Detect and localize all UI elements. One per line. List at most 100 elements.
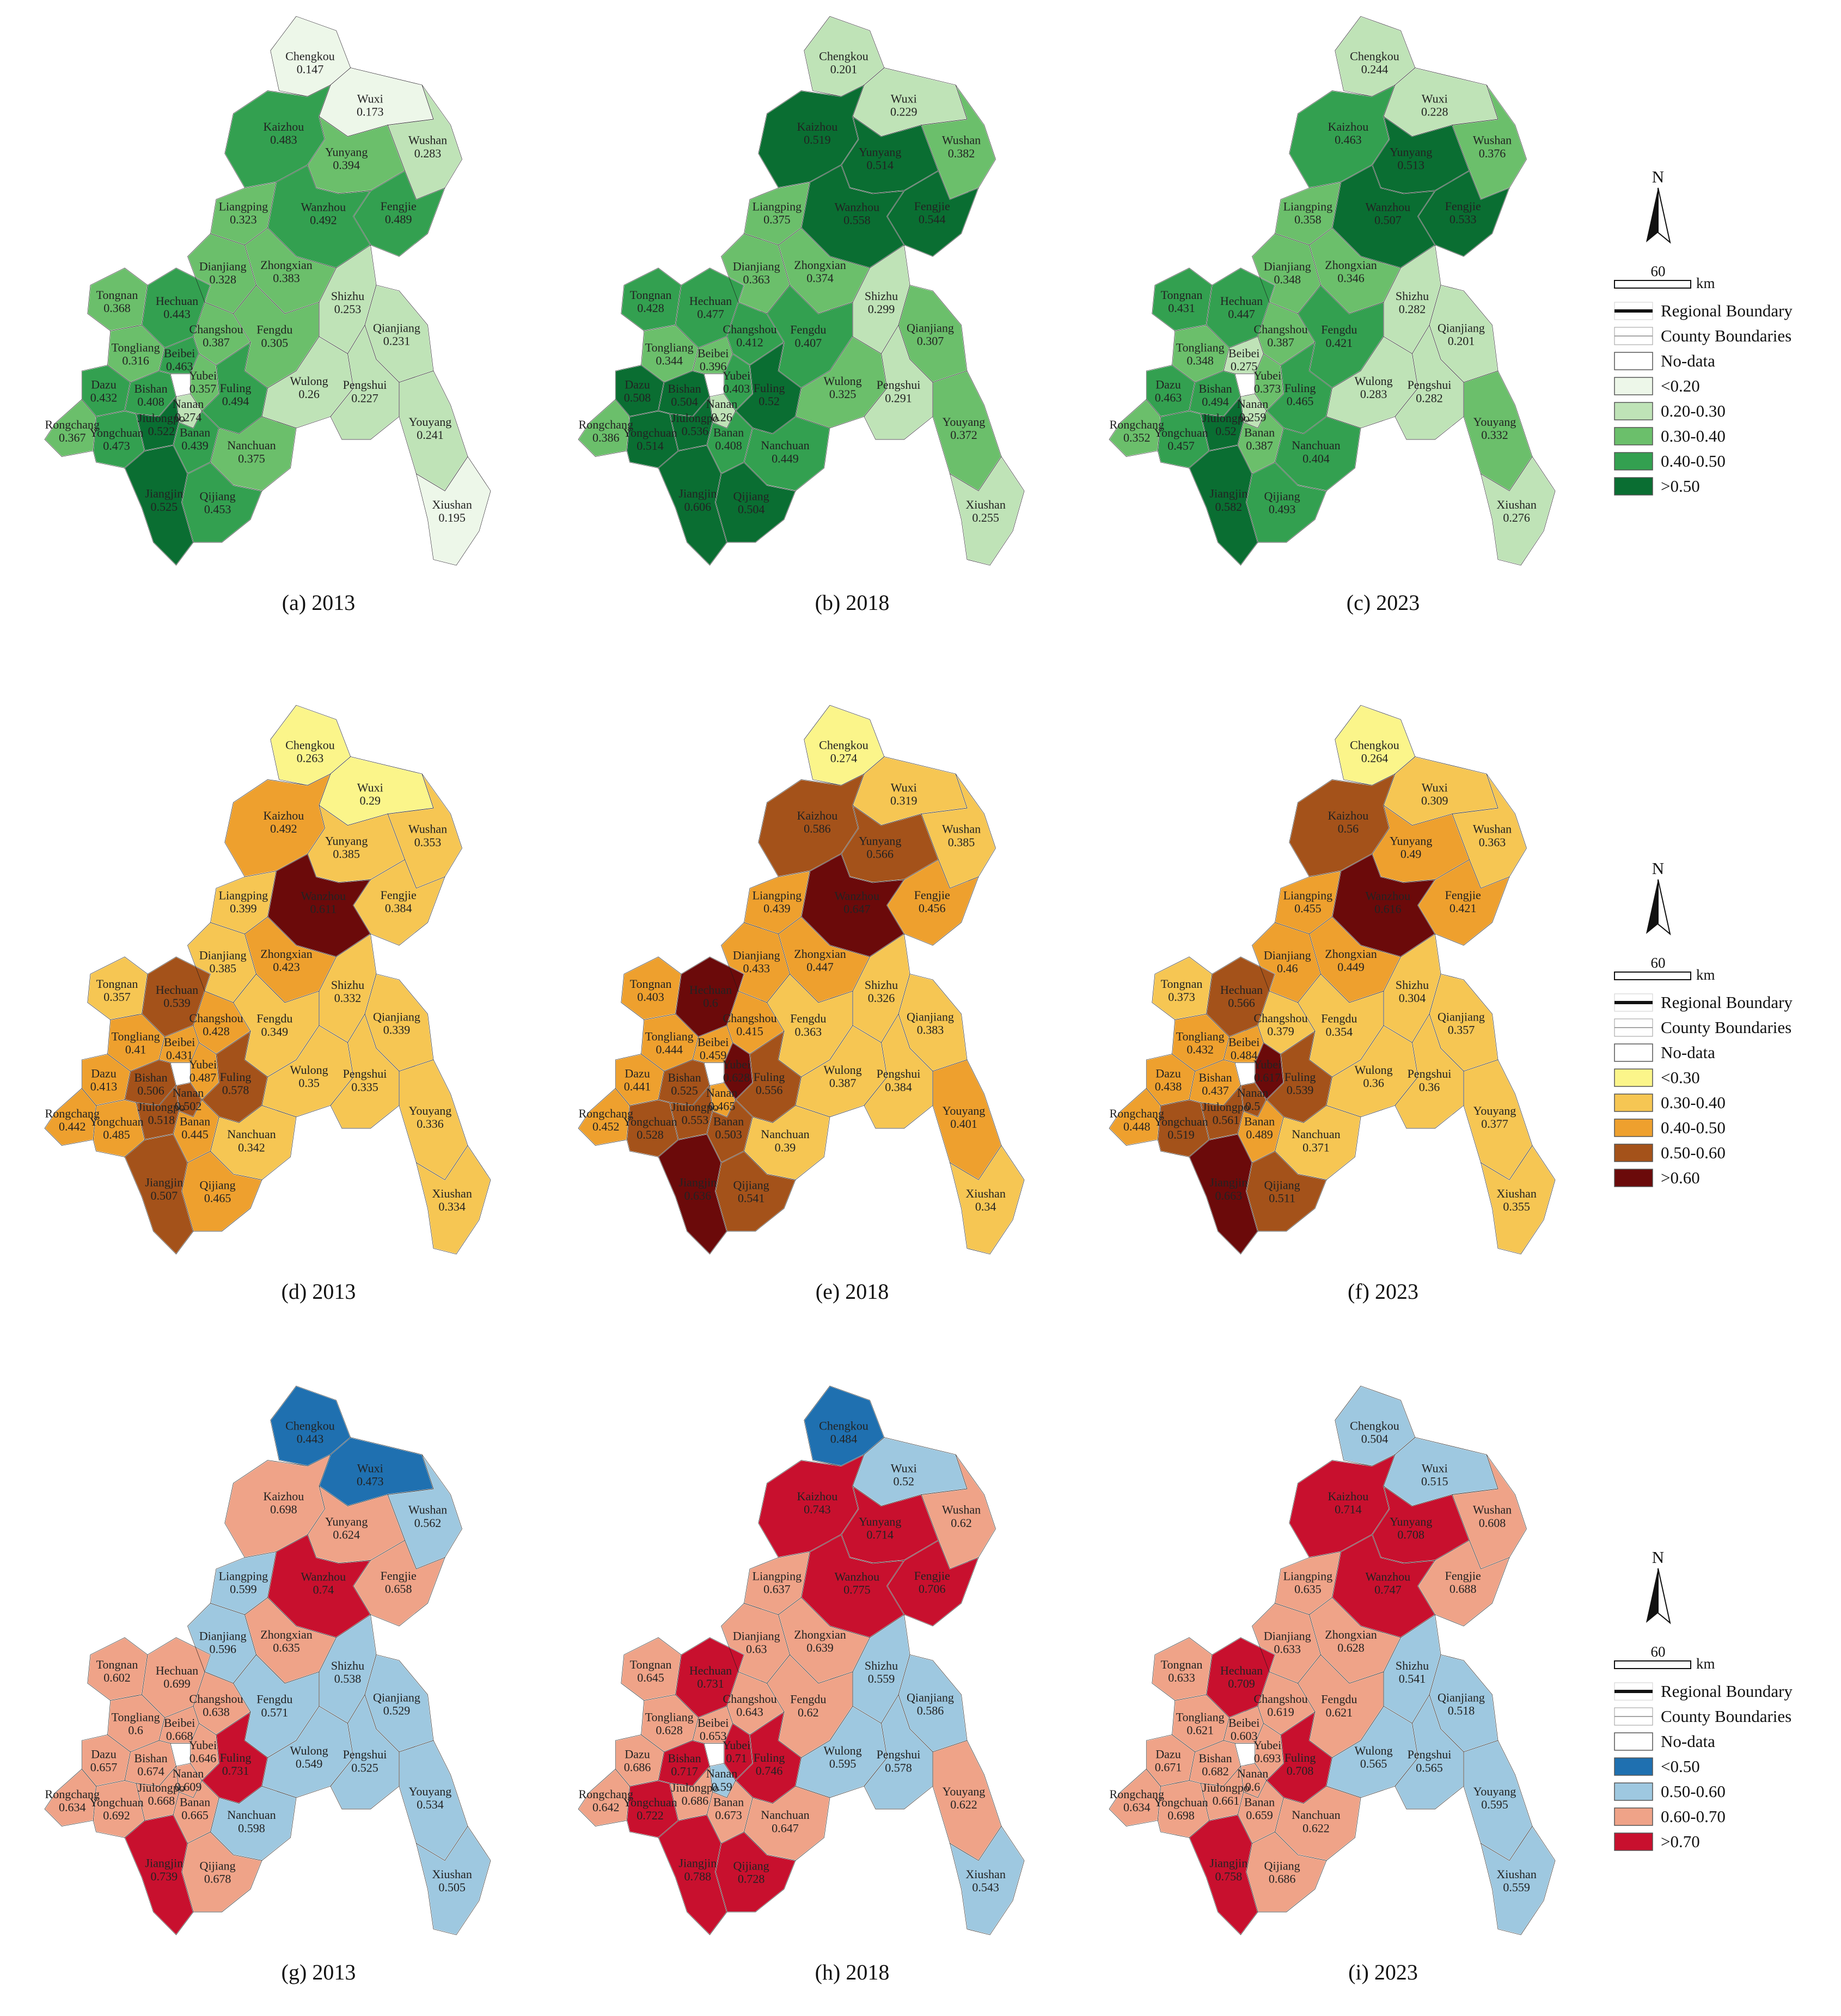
county-name-label: Hechuan xyxy=(156,1664,198,1677)
county-name-label: Tongliang xyxy=(1176,340,1225,354)
county-value-label: 0.439 xyxy=(763,901,791,915)
county-value-label: 0.441 xyxy=(624,1080,651,1093)
county-value-label: 0.603 xyxy=(1231,1729,1258,1743)
county-name-label: Zhongxian xyxy=(1325,1628,1377,1641)
county-name-label: Changshou xyxy=(723,322,776,336)
county-value-label: 0.628 xyxy=(1337,1641,1365,1654)
county-value-label: 0.621 xyxy=(1186,1723,1214,1737)
county-name-label: Beibei xyxy=(698,346,729,360)
county-value-label: 0.709 xyxy=(1228,1677,1255,1690)
county-value-label: 0.332 xyxy=(334,991,362,1005)
county-value-label: 0.437 xyxy=(1202,1084,1229,1097)
county-value-label: 0.544 xyxy=(919,212,946,226)
legend-swatch xyxy=(1614,1144,1653,1162)
county-value-label: 0.336 xyxy=(417,1117,444,1131)
county-name-label: Youyang xyxy=(943,1785,986,1798)
county-name-label: Jiangjin xyxy=(1209,1856,1247,1870)
county-name-label: Xiushan xyxy=(965,1187,1005,1200)
county-value-label: 0.722 xyxy=(637,1809,664,1822)
north-arrow-icon: N xyxy=(1646,859,1671,936)
county-value-label: 0.403 xyxy=(637,990,664,1004)
county-name-label: Jiulongpo xyxy=(1202,1100,1250,1114)
panel-caption: (d) 2013 xyxy=(282,1279,356,1304)
county-value-label: 0.602 xyxy=(103,1671,131,1684)
county-name-label: Xiushan xyxy=(432,1187,472,1200)
county-name-label: Tongnan xyxy=(630,1658,672,1671)
legend-swatch xyxy=(1614,1068,1653,1087)
county-name-label: Shizhu xyxy=(865,978,898,992)
county-name-label: Xiushan xyxy=(1496,1867,1536,1881)
county-name-label: Fengdu xyxy=(1321,1693,1357,1706)
county-value-label: 0.5 xyxy=(1245,1099,1261,1113)
county-value-label: 0.383 xyxy=(917,1023,944,1036)
county-value-label: 0.686 xyxy=(1269,1872,1296,1885)
county-name-label: Yongchuan xyxy=(1154,1115,1208,1128)
county-name-label: Fengjie xyxy=(1445,199,1481,213)
county-name-label: Beibei xyxy=(164,1716,195,1730)
county-value-label: 0.728 xyxy=(738,1872,765,1885)
county-value-label: 0.582 xyxy=(1215,500,1243,514)
county-value-label: 0.421 xyxy=(1449,901,1477,915)
county-value-label: 0.432 xyxy=(1186,1042,1214,1056)
county-value-label: 0.562 xyxy=(414,1516,442,1530)
legend-swatch xyxy=(1614,1043,1653,1062)
scale-bar xyxy=(1614,280,1691,289)
county-name-label: Tongliang xyxy=(112,1029,160,1043)
north-label: N xyxy=(1652,167,1664,186)
county-name-label: Wuxi xyxy=(891,781,917,795)
county-name-label: Changshou xyxy=(1253,1692,1307,1706)
county-name-label: Zhongxian xyxy=(794,258,846,272)
legend-swatch xyxy=(1614,1732,1653,1751)
county-name-label: Chengkou xyxy=(285,738,335,752)
county-outline xyxy=(715,1831,796,1913)
county-name-label: Jiulongpo xyxy=(1202,1781,1250,1794)
county-name-label: Nanan xyxy=(1237,1767,1269,1780)
county-value-label: 0.463 xyxy=(1335,133,1362,146)
county-value-label: 0.201 xyxy=(1448,334,1475,347)
county-value-label: 0.678 xyxy=(204,1872,231,1885)
panel-caption: (c) 2023 xyxy=(1347,590,1420,615)
county-name-label: Xiushan xyxy=(432,1867,472,1881)
county-value-label: 0.665 xyxy=(181,1808,209,1822)
legend-row-2: N 60 km Regional Boundary County Boundaries N… xyxy=(1614,859,1793,1187)
county-name-label: Youyang xyxy=(409,415,452,429)
county-value-label: 0.332 xyxy=(1481,428,1508,442)
county-value-label: 0.363 xyxy=(795,1025,822,1038)
county-value-label: 0.415 xyxy=(736,1024,763,1038)
county-name-label: Kaizhou xyxy=(1328,809,1369,822)
county-name-label: Xiushan xyxy=(965,498,1005,511)
county-value-label: 0.412 xyxy=(736,335,763,349)
county-name-label: Banan xyxy=(713,1114,744,1128)
county-value-label: 0.36 xyxy=(1419,1080,1440,1093)
county-name-label: Yunyang xyxy=(325,145,368,159)
county-value-label: 0.358 xyxy=(1294,212,1322,226)
county-value-label: 0.731 xyxy=(697,1677,724,1690)
county-name-label: Qijiang xyxy=(1264,1178,1300,1192)
county-name-label: Yunyang xyxy=(325,1515,368,1529)
county-name-label: Fuling xyxy=(220,1070,252,1084)
county-value-label: 0.566 xyxy=(866,847,894,861)
county-value-label: 0.522 xyxy=(148,424,175,438)
county-name-label: Wanzhou xyxy=(301,1570,346,1584)
county-name-label: Jiangjin xyxy=(145,487,183,500)
county-name-label: Chengkou xyxy=(1350,1419,1399,1433)
county-name-label: Yunyang xyxy=(1390,834,1432,848)
county-value-label: 0.606 xyxy=(684,500,712,514)
county-value-label: 0.326 xyxy=(868,991,895,1005)
county-value-label: 0.443 xyxy=(163,307,191,321)
county-value-label: 0.375 xyxy=(763,212,791,226)
county-value-label: 0.622 xyxy=(1302,1821,1330,1835)
county-value-label: 0.578 xyxy=(222,1083,249,1097)
county-name-label: Wulong xyxy=(1355,1063,1393,1077)
panel-caption: (a) 2013 xyxy=(282,590,355,615)
county-value-label: 0.379 xyxy=(1267,1024,1294,1038)
county-value-label: 0.6 xyxy=(703,996,718,1010)
county-name-label: Rongchang xyxy=(45,1107,100,1120)
county-name-label: Fuling xyxy=(220,1751,252,1764)
county-value-label: 0.387 xyxy=(829,1076,857,1090)
county-name-label: Shizhu xyxy=(1396,1659,1429,1672)
county-value-label: 0.201 xyxy=(830,63,858,76)
county-value-label: 0.543 xyxy=(972,1880,999,1894)
